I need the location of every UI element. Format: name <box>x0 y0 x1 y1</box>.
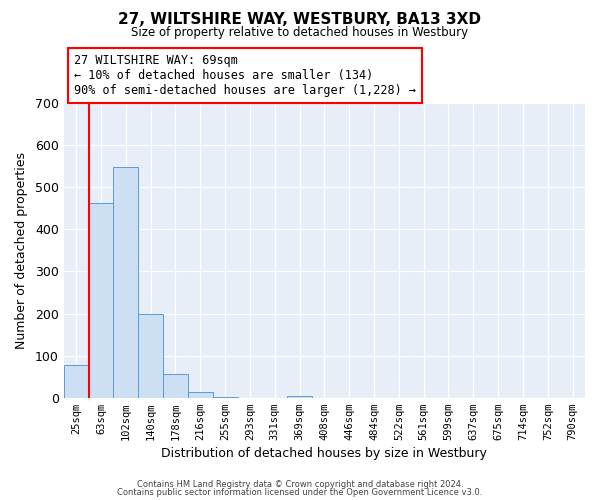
Bar <box>89 204 113 398</box>
Bar <box>287 396 312 398</box>
Bar <box>64 365 89 398</box>
X-axis label: Distribution of detached houses by size in Westbury: Distribution of detached houses by size … <box>161 447 487 460</box>
Text: Contains HM Land Registry data © Crown copyright and database right 2024.: Contains HM Land Registry data © Crown c… <box>137 480 463 489</box>
Y-axis label: Number of detached properties: Number of detached properties <box>15 152 28 349</box>
Text: 27, WILTSHIRE WAY, WESTBURY, BA13 3XD: 27, WILTSHIRE WAY, WESTBURY, BA13 3XD <box>119 12 482 28</box>
Bar <box>163 374 188 398</box>
Text: Contains public sector information licensed under the Open Government Licence v3: Contains public sector information licen… <box>118 488 482 497</box>
Text: Size of property relative to detached houses in Westbury: Size of property relative to detached ho… <box>131 26 469 39</box>
Bar <box>113 167 138 398</box>
Bar <box>188 392 213 398</box>
Text: 27 WILTSHIRE WAY: 69sqm
← 10% of detached houses are smaller (134)
90% of semi-d: 27 WILTSHIRE WAY: 69sqm ← 10% of detache… <box>74 54 416 98</box>
Bar <box>138 314 163 398</box>
